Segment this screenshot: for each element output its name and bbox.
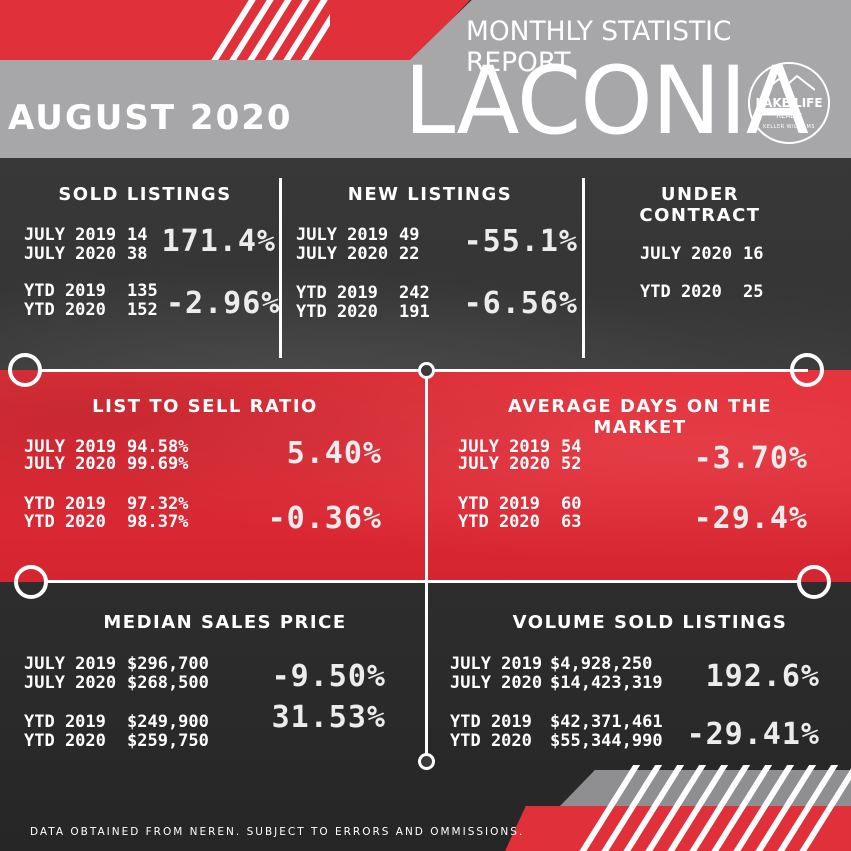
lts-row-1-value: 94.58% [127, 437, 189, 457]
new-row-2-label: JULY 2020 [296, 244, 389, 264]
sold-monthly-change: 171.4% [161, 224, 276, 259]
sold-row-1-value: 14 [127, 225, 148, 245]
new-listings-title: NEW LISTINGS [347, 184, 513, 205]
mp-row-1-label: JULY 2019 [24, 654, 117, 674]
lake-life-logo: LAKE LIFE REALTY KELLER WILLIAMS [748, 62, 830, 144]
volume-sold-title: VOLUME SOLD LISTINGS [512, 612, 788, 633]
lts-row-3-value: 97.32% [127, 494, 189, 514]
new-row-1-value: 49 [399, 225, 420, 245]
logo-line1: LAKE LIFE [755, 96, 823, 110]
dom-row-4-label: YTD 2020 [458, 512, 540, 532]
new-row-2-value: 22 [399, 244, 420, 264]
ring-center-bottom [418, 753, 435, 770]
contract-row-1-label: JULY 2020 [640, 244, 733, 264]
ring-right-1 [790, 353, 824, 387]
mp-row-1-value: $296,700 [127, 654, 209, 674]
divider-center [425, 378, 428, 758]
lts-monthly-change: 5.40% [286, 436, 382, 471]
lts-ytd-change: -0.36% [267, 501, 382, 536]
mp-row-3-value: $249,900 [127, 712, 209, 732]
vol-monthly-change: 192.6% [705, 659, 820, 694]
under-contract-title: UNDER CONTRACT [639, 184, 761, 226]
dom-row-2-label: JULY 2020 [458, 454, 551, 474]
header-gray-wedge [410, 0, 851, 60]
ring-left-1 [8, 353, 42, 387]
dom-ytd-change: -29.4% [693, 501, 808, 536]
vol-row-1-label: JULY 2019 [450, 654, 543, 674]
lts-row-2-label: JULY 2020 [24, 454, 117, 474]
contract-row-2-value: 25 [743, 282, 764, 302]
mp-row-2-value: $268,500 [127, 673, 209, 693]
divider-top-2 [582, 178, 585, 358]
mp-row-2-label: JULY 2020 [24, 673, 117, 693]
median-price-title: MEDIAN SALES PRICE [103, 612, 347, 633]
sold-row-2-value: 38 [127, 244, 148, 264]
new-row-4-label: YTD 2020 [296, 302, 378, 322]
lts-row-2-value: 99.69% [127, 454, 189, 474]
new-row-3-value: 242 [399, 283, 430, 303]
vol-row-4-value: $55,344,990 [550, 731, 663, 751]
divider-top-1 [279, 178, 282, 358]
sold-row-4-label: YTD 2020 [24, 300, 106, 320]
sold-row-4-value: 152 [127, 300, 158, 320]
vol-ytd-change: -29.41% [686, 717, 820, 752]
sold-row-1-label: JULY 2019 [24, 225, 117, 245]
mp-monthly-change: -9.50% [271, 659, 386, 694]
list-to-sell-title: LIST TO SELL RATIO [92, 396, 318, 417]
contract-row-1-value: 16 [743, 244, 764, 264]
new-monthly-change: -55.1% [463, 224, 578, 259]
new-ytd-change: -6.56% [463, 286, 578, 321]
report-period: AUGUST 2020 [8, 98, 293, 138]
vol-row-1-value: $4,928,250 [550, 654, 653, 674]
vol-row-3-label: YTD 2019 [450, 712, 532, 732]
mp-row-4-value: $259,750 [127, 731, 209, 751]
mountain-icon [765, 74, 815, 91]
new-row-4-value: 191 [399, 302, 430, 322]
report-title: MONTHLY STATISTIC REPORT [466, 16, 732, 78]
city-name: LACONIA [404, 47, 809, 156]
sold-row-3-label: YTD 2019 [24, 281, 106, 301]
lts-row-3-label: YTD 2019 [24, 494, 106, 514]
new-row-1-label: JULY 2019 [296, 225, 389, 245]
vol-row-3-value: $42,371,461 [550, 712, 663, 732]
vol-row-2-label: JULY 2020 [450, 673, 543, 693]
ring-right-2 [797, 565, 831, 599]
logo-line3: KELLER WILLIAMS [762, 124, 816, 130]
logo-line2: REALTY [776, 112, 802, 120]
sold-row-3-value: 135 [127, 281, 158, 301]
mp-ytd-change: 31.53% [271, 700, 386, 735]
new-row-3-label: YTD 2019 [296, 283, 378, 303]
sold-ytd-change: -2.96% [166, 286, 281, 321]
dom-monthly-change: -3.70% [693, 441, 808, 476]
decor-stripes-top-left [210, 0, 330, 60]
dom-row-2-value: 52 [561, 454, 582, 474]
lts-row-1-label: JULY 2019 [24, 437, 117, 457]
mp-row-4-label: YTD 2020 [24, 731, 106, 751]
dom-row-4-value: 63 [561, 512, 582, 532]
sold-row-2-label: JULY 2020 [24, 244, 117, 264]
vol-row-2-value: $14,423,319 [550, 673, 663, 693]
contract-row-2-label: YTD 2020 [640, 282, 722, 302]
header-gray-band [0, 60, 851, 158]
ring-center-top [418, 362, 435, 379]
sold-listings-title: SOLD LISTINGS [58, 184, 232, 205]
divider-horizontal-2 [46, 580, 800, 583]
dom-row-1-value: 54 [561, 437, 582, 457]
lts-row-4-value: 98.37% [127, 512, 189, 532]
dom-row-3-value: 60 [561, 494, 582, 514]
mp-row-3-label: YTD 2019 [24, 712, 106, 732]
footer-disclaimer: DATA OBTAINED FROM NEREN. SUBJECT TO ERR… [30, 826, 525, 838]
vol-row-4-label: YTD 2020 [450, 731, 532, 751]
ring-left-2 [14, 565, 48, 599]
avg-days-title: AVERAGE DAYS ON THE MARKET [507, 396, 773, 438]
lts-row-4-label: YTD 2020 [24, 512, 106, 532]
decor-stripes-bottom-right [575, 765, 851, 851]
dom-row-1-label: JULY 2019 [458, 437, 551, 457]
dom-row-3-label: YTD 2019 [458, 494, 540, 514]
